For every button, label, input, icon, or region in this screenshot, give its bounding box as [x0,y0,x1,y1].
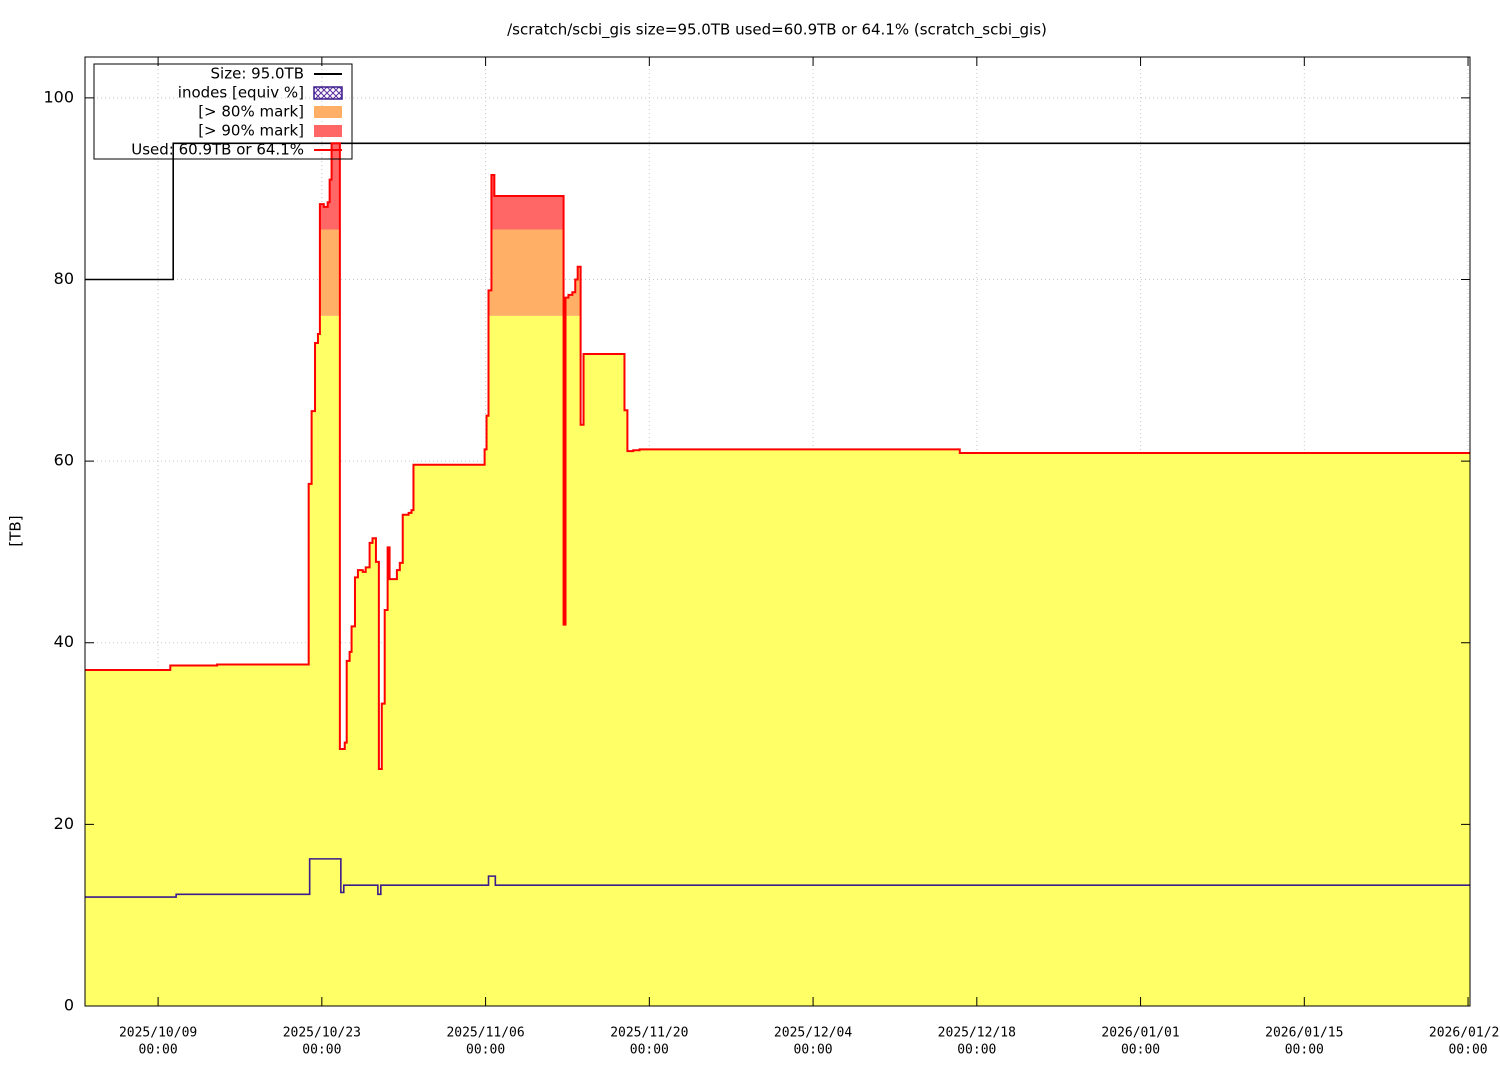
legend-label: inodes [equiv %] [178,84,304,102]
x-tick-label: 00:00 [302,1043,341,1058]
x-tick-label: 2025/12/18 [938,1026,1016,1041]
used-area [319,143,564,230]
legend-swatch [314,106,342,118]
x-tick-label: 2025/12/04 [774,1026,852,1041]
legend-label: Size: 95.0TB [211,65,304,83]
x-tick-label: 2025/11/20 [610,1026,688,1041]
legend-label: [> 90% mark] [198,122,304,140]
y-tick-label: 0 [64,996,74,1015]
x-tick-label: 2026/01/01 [1101,1026,1179,1041]
legend-swatch [313,86,343,100]
series-line [85,142,1470,281]
y-axis-label: [TB] [7,515,25,546]
plot-frame [84,56,1471,1007]
y-tick-label: 80 [54,269,74,288]
used-area [319,229,581,316]
x-tick-label: 00:00 [1285,1043,1324,1058]
x-tick-label: 2026/01/15 [1265,1026,1343,1041]
x-tick-label: 00:00 [1448,1043,1487,1058]
x-tick-label: 2025/10/23 [283,1026,361,1041]
x-tick-label: 00:00 [1121,1043,1160,1058]
series-line [85,142,1470,770]
y-tick-label: 20 [54,814,74,833]
x-tick-label: 00:00 [466,1043,505,1058]
x-tick-label: 2025/11/06 [446,1026,524,1041]
y-tick-label: 40 [54,632,74,651]
y-tick-label: 60 [54,451,74,470]
legend-swatch [314,125,342,137]
x-tick-label: 2025/10/09 [119,1026,197,1041]
y-tick-label: 100 [43,87,74,106]
x-tick-label: 00:00 [139,1043,178,1058]
legend-label: [> 80% mark] [198,103,304,121]
legend-box [93,63,353,160]
legend-label: Used: 60.9TB or 64.1% [131,141,304,159]
x-tick-label: 00:00 [957,1043,996,1058]
chart-title: /scratch/scbi_gis size=95.0TB used=60.9T… [507,21,1047,40]
plot-area [85,57,1470,1007]
series-line [85,858,1470,898]
used-area [85,315,1470,1006]
x-tick-label: 00:00 [630,1043,669,1058]
x-tick-label: 00:00 [794,1043,833,1058]
x-tick-label: 2026/01/29 [1429,1026,1500,1041]
